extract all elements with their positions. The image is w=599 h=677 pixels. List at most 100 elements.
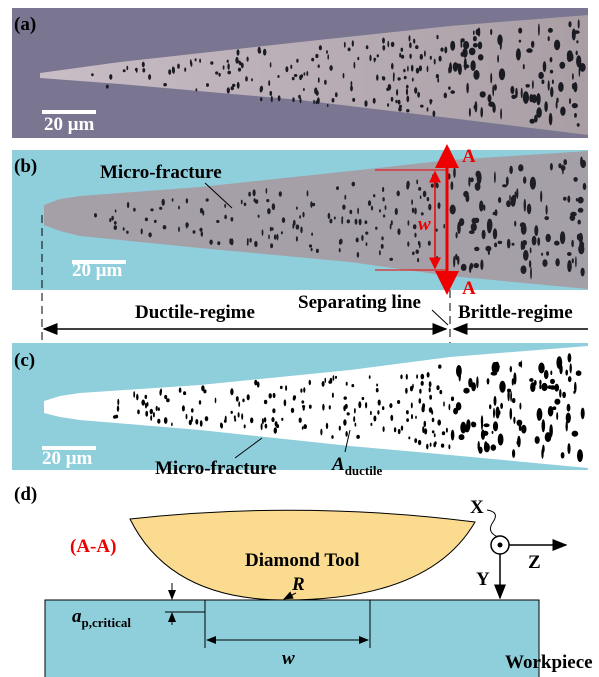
fracture [532,94,537,103]
fracture [406,410,409,414]
fracture [544,101,548,112]
fracture [554,40,560,51]
fracture [224,215,227,219]
fracture [296,224,300,229]
fracture [355,219,358,225]
fracture [440,48,443,52]
fracture [382,76,384,80]
fracture [442,431,445,435]
fracture [238,68,241,72]
fracture [199,400,201,404]
fracture [394,427,396,432]
feature-label: Micro-fracture [155,458,277,479]
fracture [474,247,479,251]
fracture [519,40,521,43]
fracture [414,438,417,443]
fracture [577,234,581,241]
fracture [450,205,456,215]
fracture [471,223,477,231]
fracture [448,67,450,74]
fracture [401,425,403,430]
fracture [423,191,427,197]
fracture [238,401,240,407]
fracture [199,59,201,63]
fracture [517,420,523,426]
fracture [382,406,384,410]
fracture [179,388,182,393]
fracture [137,410,140,415]
fracture [319,45,322,50]
fracture [232,84,235,87]
fracture [538,24,540,36]
fracture [450,41,455,51]
fracture [488,94,492,102]
fracture [255,199,258,203]
fracture [339,426,341,431]
fracture [430,99,432,104]
fracture [422,426,424,433]
fracture [237,49,240,55]
fracture [324,80,327,85]
fracture [530,382,535,392]
fracture [441,444,444,448]
fracture [567,404,571,412]
fracture [150,415,152,421]
fracture [519,403,521,410]
leader [432,310,448,325]
fracture [516,48,521,60]
fracture [577,123,580,127]
fracture [523,176,526,183]
fracture [417,258,419,262]
fracture [258,47,261,54]
fracture [370,423,372,426]
fracture [494,171,496,183]
fracture [254,241,257,247]
fracture [154,220,157,223]
fracture [418,440,421,445]
fracture [579,63,585,72]
fracture [163,83,167,86]
fracture [509,195,511,201]
fracture [521,361,523,368]
fracture [471,382,476,391]
fracture [376,388,379,392]
fracture [567,53,572,62]
fracture [514,221,516,227]
fracture [158,407,160,411]
fracture [114,221,117,225]
fracture [231,411,233,414]
fracture [419,398,422,404]
fracture [397,191,400,197]
fracture [490,29,492,35]
fracture [266,188,268,194]
fracture [205,416,209,421]
fracture [550,70,553,74]
fracture [326,423,328,429]
fracture [271,96,273,103]
fracture [348,48,351,52]
fracture [218,73,220,77]
fracture [562,392,566,398]
fracture [193,230,196,233]
fracture [302,212,304,218]
fracture [510,391,512,402]
fracture [270,227,272,232]
fracture [554,241,560,246]
fracture [430,443,432,447]
fracture [147,402,149,407]
fracture [309,405,312,409]
fracture [509,166,513,174]
fracture [527,204,531,215]
fracture [408,436,410,439]
fracture [487,378,490,384]
fracture [341,218,343,225]
fracture [315,54,318,58]
fracture [416,180,418,185]
fracture [424,428,427,434]
fracture [335,376,337,379]
fracture [300,98,302,104]
fracture [382,197,384,201]
workpiece-label: Workpiece [505,652,593,673]
fracture [354,408,356,413]
fracture [541,383,547,391]
